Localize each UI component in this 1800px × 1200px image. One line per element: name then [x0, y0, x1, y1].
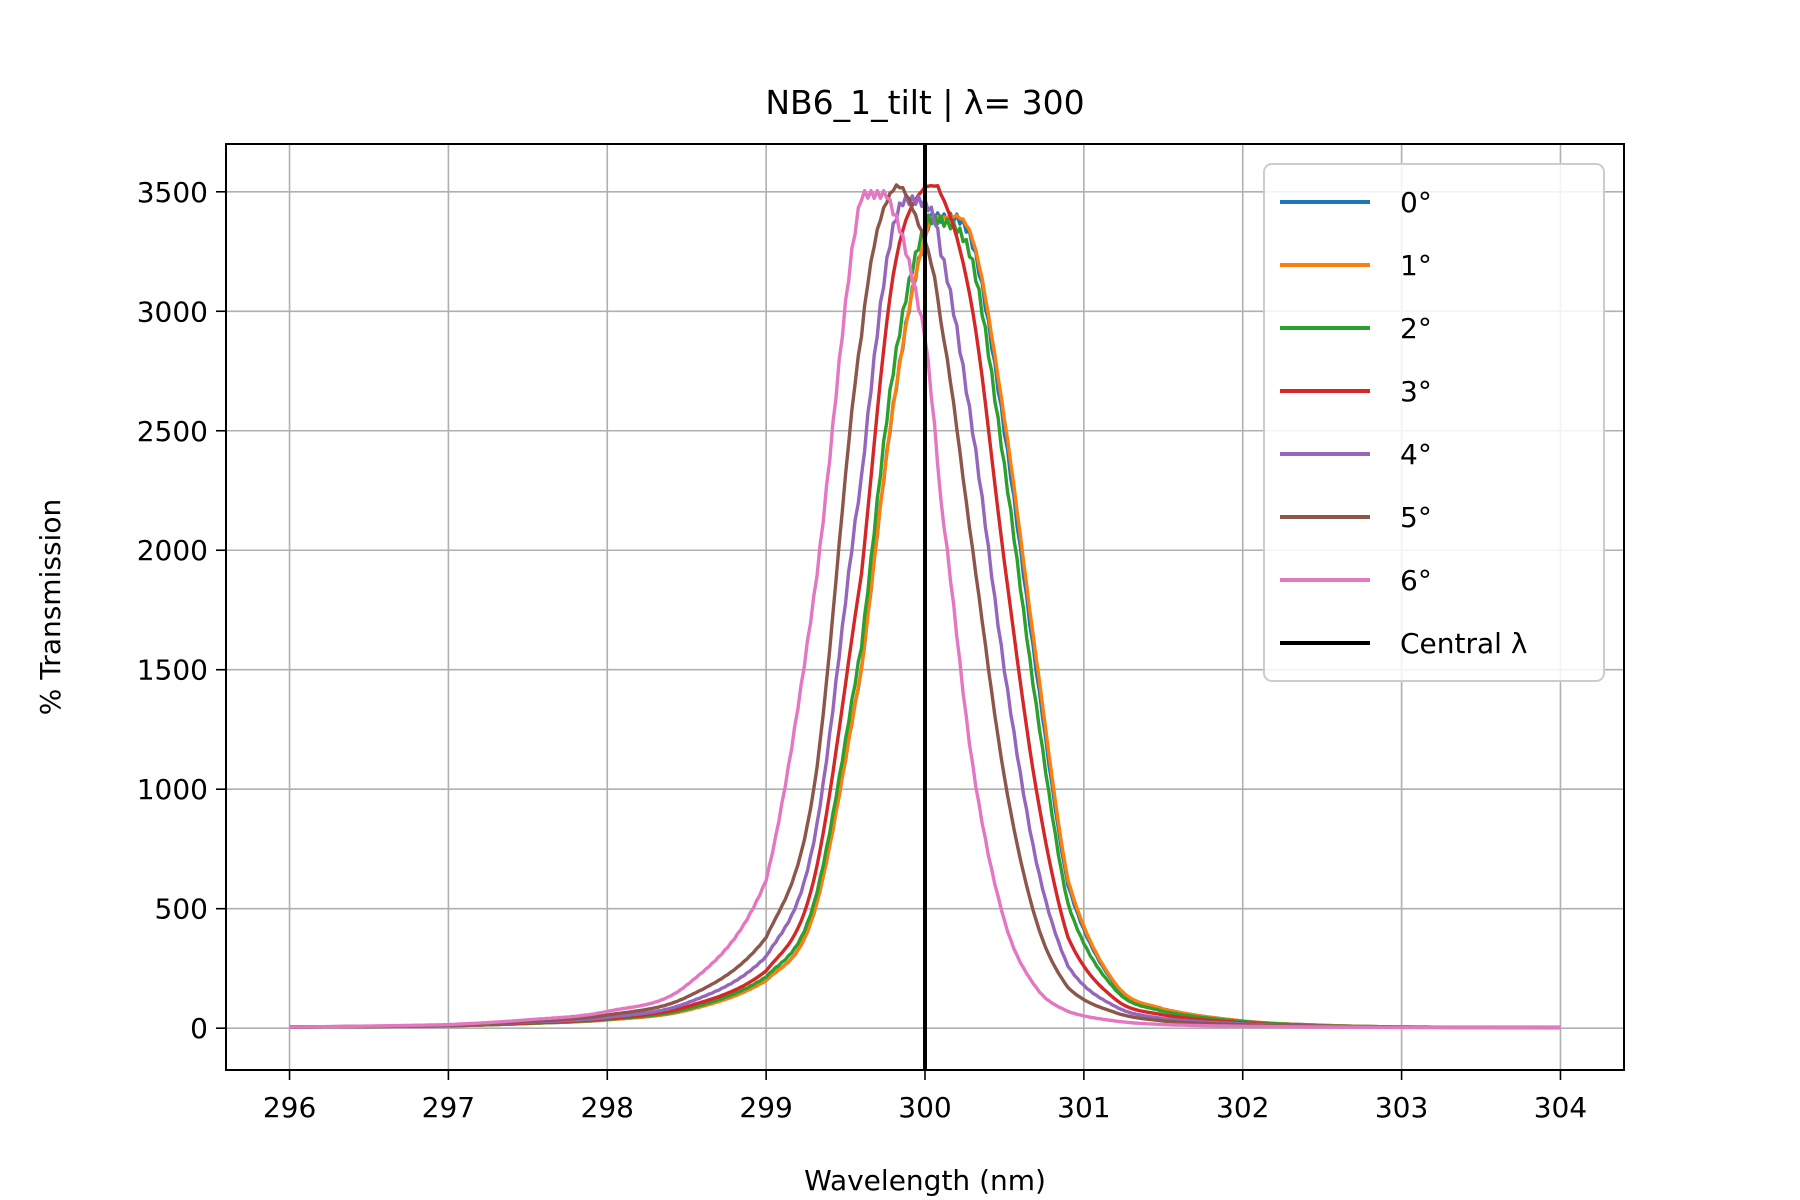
x-tick-label: 298	[581, 1091, 634, 1124]
legend-box	[1263, 163, 1605, 682]
y-tick-label: 1000	[137, 773, 208, 806]
x-tick-label: 304	[1534, 1091, 1587, 1124]
legend-label: 5°	[1400, 501, 1432, 534]
legend-label: 3°	[1400, 375, 1432, 408]
y-tick-label: 1500	[137, 654, 208, 687]
chart-title: NB6_1_tilt | λ= 300	[765, 83, 1084, 122]
legend-label: 6°	[1400, 564, 1432, 597]
legend-label: Central λ	[1400, 627, 1527, 660]
y-tick-label: 3000	[137, 295, 208, 328]
y-tick-label: 0	[190, 1012, 208, 1045]
x-tick-label: 302	[1216, 1091, 1269, 1124]
y-tick-label: 2500	[137, 415, 208, 448]
x-tick-label: 303	[1375, 1091, 1428, 1124]
legend-label: 4°	[1400, 438, 1432, 471]
y-axis-label: % Transmission	[34, 499, 67, 715]
axis-ticks: 296 297 298 299 300 301 302 303 304 0 500 1000 1500 2…	[137, 176, 1587, 1124]
x-tick-label: 300	[898, 1091, 951, 1124]
legend: 0° 1° 2° 3° 4° 5° 6° Central λ	[1263, 163, 1605, 682]
legend-label: 2°	[1400, 312, 1432, 345]
y-tick-label: 3500	[137, 176, 208, 209]
x-axis-label: Wavelength (nm)	[804, 1164, 1046, 1197]
y-tick-label: 2000	[137, 534, 208, 567]
y-tick-label: 500	[155, 893, 208, 926]
x-tick-label: 299	[739, 1091, 792, 1124]
legend-label: 1°	[1400, 249, 1432, 282]
x-tick-label: 297	[422, 1091, 475, 1124]
x-tick-label: 301	[1057, 1091, 1110, 1124]
legend-label: 0°	[1400, 186, 1432, 219]
x-tick-label: 296	[263, 1091, 316, 1124]
